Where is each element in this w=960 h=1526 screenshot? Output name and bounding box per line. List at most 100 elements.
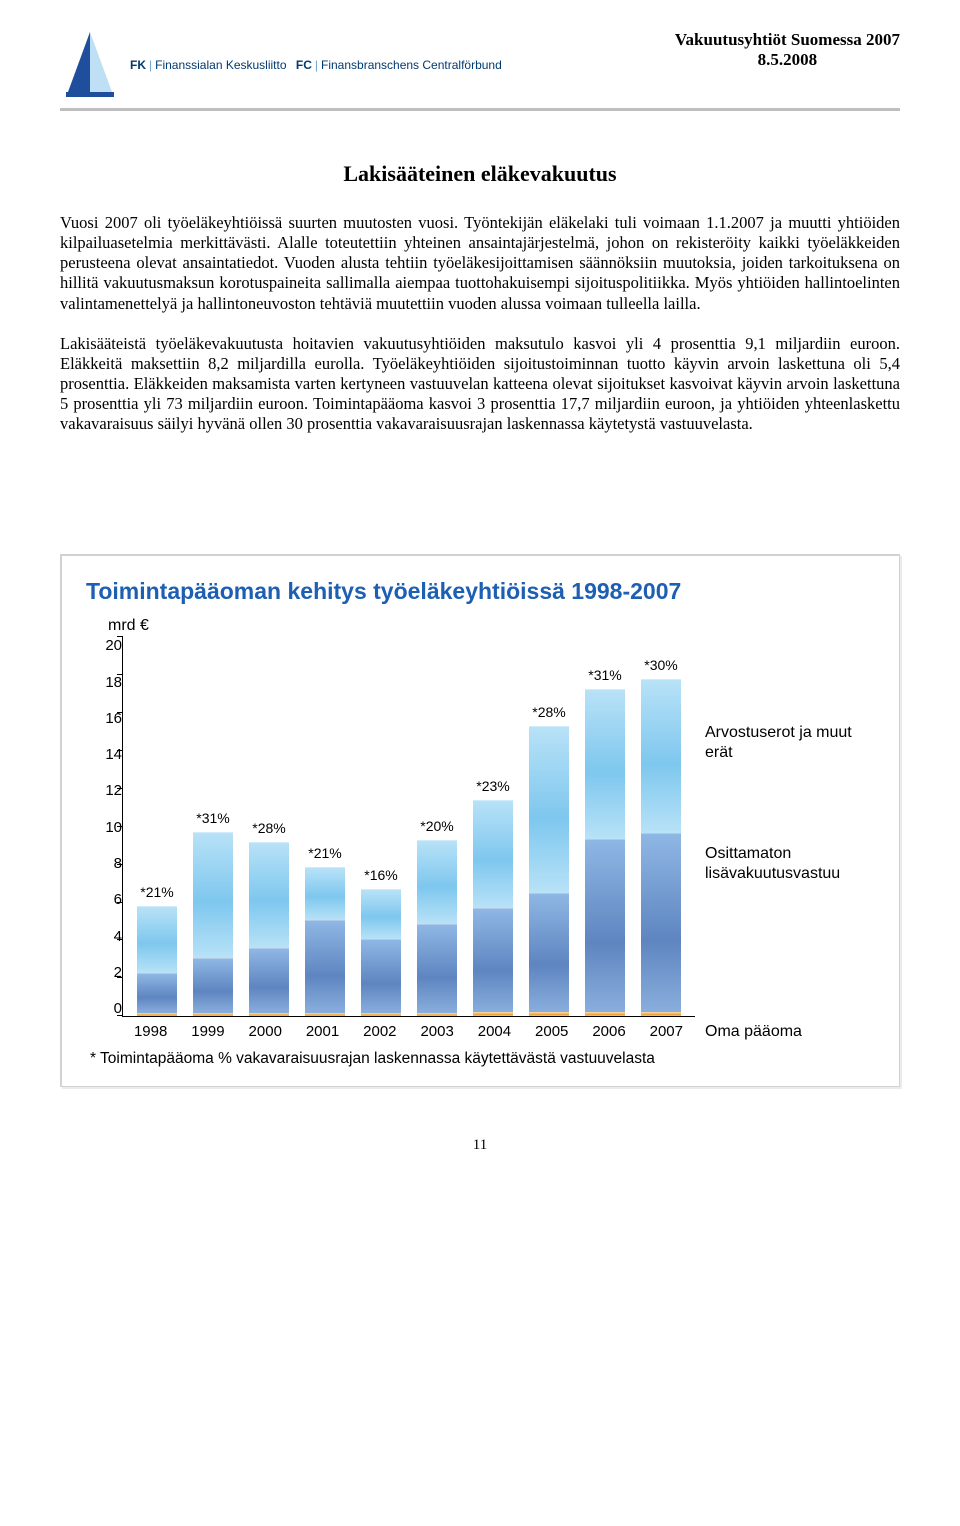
bar-column: *30% [633, 637, 689, 1016]
y-tick-label: 20 [105, 637, 122, 654]
x-tick-label: 2000 [237, 1023, 294, 1040]
bar-column: *20% [409, 637, 465, 1016]
bar-segment [529, 1012, 569, 1016]
bar-value-label: *20% [417, 818, 457, 834]
chart-legend: Arvostuserot ja muut erät Osittamaton li… [695, 637, 875, 1040]
bar-stack: *30% [641, 679, 681, 1016]
bar-segment [585, 689, 625, 839]
y-tick-label: 10 [105, 819, 122, 836]
organization-logo-icon [60, 30, 120, 100]
chart-y-axis: 20181614121086420 [86, 637, 122, 1017]
bar-stack: *23% [473, 800, 513, 1017]
x-tick-label: 2001 [294, 1023, 351, 1040]
bar-stack: *20% [417, 840, 457, 1016]
x-tick-label: 2006 [580, 1023, 637, 1040]
bar-segment [137, 906, 177, 973]
body-paragraph: Lakisääteistä työeläkevakuutusta hoitavi… [60, 334, 900, 435]
bar-segment [473, 800, 513, 908]
bar-segment [641, 1012, 681, 1017]
legend-item: Osittamaton lisävakuutusvastuu [705, 844, 875, 884]
document-title: Vakuutusyhtiöt Suomessa 2007 [675, 30, 900, 50]
y-tick-label: 14 [105, 746, 122, 763]
bar-column: *28% [241, 637, 297, 1016]
section-heading: Lakisääteinen eläkevakuutus [60, 161, 900, 187]
bar-value-label: *21% [305, 845, 345, 861]
bar-segment [641, 833, 681, 1012]
bar-value-label: *30% [641, 657, 681, 673]
bar-segment [361, 939, 401, 1013]
chart-title: Toimintapääoman kehitys työeläkeyhtiöiss… [86, 578, 875, 605]
body-paragraph: Vuosi 2007 oli työeläkeyhtiöissä suurten… [60, 213, 900, 314]
bar-value-label: *28% [529, 704, 569, 720]
bar-segment [361, 889, 401, 938]
bar-segment [249, 1013, 289, 1016]
bar-stack: *31% [585, 689, 625, 1016]
bar-column: *21% [129, 637, 185, 1016]
chart-plot: 20181614121086420 *21%*31%*28%*21%*16%*2… [86, 637, 695, 1017]
chart-y-unit: mrd € [108, 617, 875, 635]
bar-segment [417, 1013, 457, 1016]
document-date: 8.5.2008 [675, 50, 900, 70]
chart-card: Toimintapääoman kehitys työeläkeyhtiöiss… [60, 554, 900, 1087]
bar-segment [305, 867, 345, 920]
bar-stack: *21% [137, 906, 177, 1016]
chart-x-axis: 1998199920002001200220032004200520062007 [122, 1023, 695, 1040]
y-tick-label: 12 [105, 782, 122, 799]
bar-column: *21% [297, 637, 353, 1016]
page-number: 11 [60, 1137, 900, 1154]
bar-stack: *28% [249, 842, 289, 1016]
legend-item: Oma pääoma [705, 1022, 875, 1042]
bar-segment [417, 840, 457, 924]
legend-item: Arvostuserot ja muut erät [705, 723, 875, 763]
bar-column: *31% [185, 637, 241, 1016]
organization-name: FK|Finanssialan Keskusliitto FC|Finansbr… [130, 58, 502, 72]
x-tick-label: 1999 [179, 1023, 236, 1040]
x-tick-label: 2003 [408, 1023, 465, 1040]
bar-segment [473, 908, 513, 1013]
bar-segment [137, 973, 177, 1013]
document-title-block: Vakuutusyhtiöt Suomessa 2007 8.5.2008 [675, 30, 900, 70]
page-header: FK|Finanssialan Keskusliitto FC|Finansbr… [60, 30, 900, 111]
bar-segment [305, 920, 345, 1013]
bar-segment [641, 679, 681, 833]
bar-stack: *28% [529, 726, 569, 1017]
y-tick-label: 4 [114, 928, 122, 945]
y-tick-label: 6 [114, 891, 122, 908]
bar-value-label: *31% [585, 667, 625, 683]
x-tick-label: 2007 [638, 1023, 695, 1040]
bar-column: *28% [521, 637, 577, 1016]
bar-segment [193, 958, 233, 1013]
x-tick-label: 2002 [351, 1023, 408, 1040]
bar-segment [473, 1012, 513, 1016]
bar-segment [361, 1013, 401, 1016]
bar-stack: *16% [361, 889, 401, 1016]
bar-segment [193, 832, 233, 957]
x-tick-label: 1998 [122, 1023, 179, 1040]
bar-segment [249, 842, 289, 948]
bar-segment [305, 1013, 345, 1016]
bar-stack: *31% [193, 832, 233, 1016]
bar-segment [529, 726, 569, 893]
bar-segment [193, 1013, 233, 1016]
y-tick-label: 18 [105, 674, 122, 691]
bar-value-label: *23% [473, 778, 513, 794]
bar-column: *23% [465, 637, 521, 1016]
chart-plot-area: *21% *31% *28% *21% *16% *20% *23% *28% *31% *30% [122, 637, 695, 1017]
chart-footnote: * Toimintapääoma % vakavaraisuusrajan la… [90, 1050, 875, 1068]
x-tick-label: 2004 [466, 1023, 523, 1040]
bar-segment [137, 1013, 177, 1016]
bar-column: *16% [353, 637, 409, 1016]
bar-value-label: *28% [249, 820, 289, 836]
bar-value-label: *31% [193, 810, 233, 826]
x-tick-label: 2005 [523, 1023, 580, 1040]
bar-segment [249, 948, 289, 1013]
org-logo-block: FK|Finanssialan Keskusliitto FC|Finansbr… [60, 30, 502, 100]
bar-segment [585, 1012, 625, 1016]
bar-value-label: *16% [361, 867, 401, 883]
bar-segment [529, 893, 569, 1013]
bar-stack: *21% [305, 867, 345, 1017]
bar-value-label: *21% [137, 884, 177, 900]
bar-segment [585, 839, 625, 1012]
y-tick-label: 2 [114, 964, 122, 981]
bar-column: *31% [577, 637, 633, 1016]
